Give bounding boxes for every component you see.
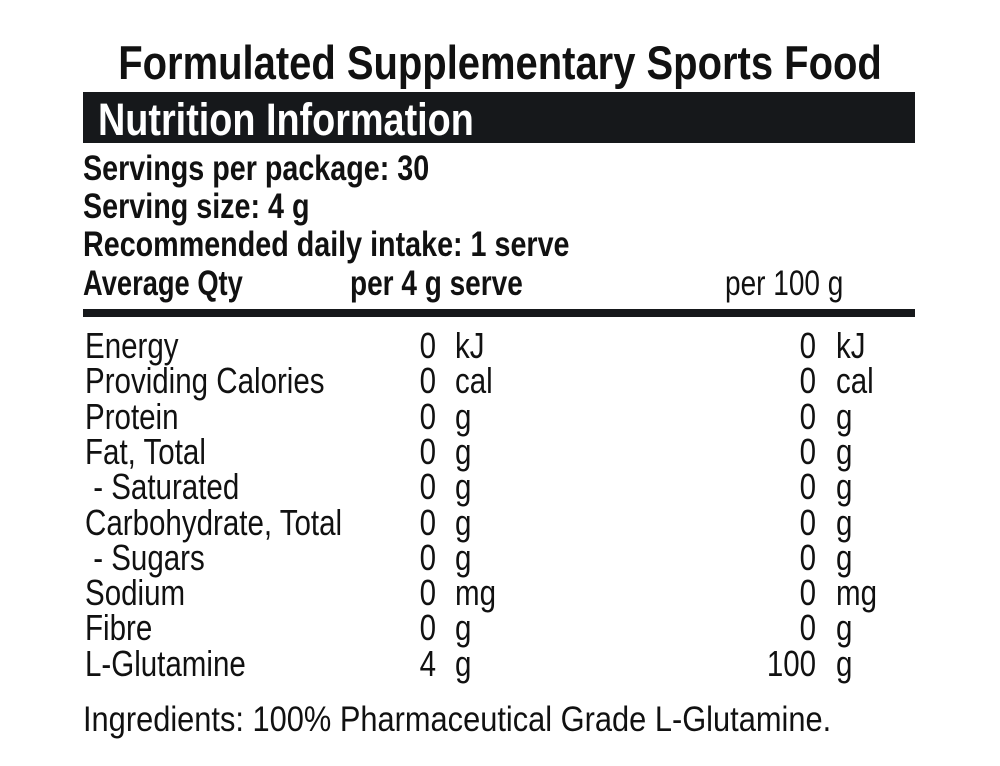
per-serve-unit: cal xyxy=(455,360,493,402)
nutrient-name: - Saturated xyxy=(85,466,240,508)
nutrient-name: Sodium xyxy=(85,572,186,614)
per-serve-unit: g xyxy=(455,466,472,508)
per-100g-unit: g xyxy=(836,642,853,684)
ingredients: Ingredients: 100% Pharmaceutical Grade L… xyxy=(83,699,832,739)
per-100g-unit: g xyxy=(836,536,853,578)
per-serve-unit: g xyxy=(455,642,472,684)
header-rule xyxy=(83,309,915,317)
per-100g-unit: mg xyxy=(836,572,878,614)
per-serve-unit: g xyxy=(455,501,472,543)
per-100g-value: 100 xyxy=(766,642,816,684)
nutrient-name: Fat, Total xyxy=(85,430,206,472)
per-100g-value: 0 xyxy=(799,572,816,614)
per-serve-unit: g xyxy=(455,607,472,649)
per-serve-unit: g xyxy=(455,395,472,437)
column-header: Average Qty xyxy=(83,263,243,303)
per-serve-value: 0 xyxy=(419,501,436,543)
per-serve-value: 0 xyxy=(419,466,436,508)
per-serve-unit: kJ xyxy=(455,325,485,366)
nutrient-name: L-Glutamine xyxy=(85,642,246,684)
per-serve-value: 0 xyxy=(419,536,436,578)
per-100g-value: 0 xyxy=(799,325,816,366)
per-serve-value: 0 xyxy=(419,430,436,472)
nutrient-name: Protein xyxy=(85,395,179,437)
info-line: Servings per package: 30 xyxy=(83,148,430,188)
per-serve-value: 4 xyxy=(419,642,436,684)
nutrient-name: - Sugars xyxy=(85,536,205,578)
column-header: per 100 g xyxy=(725,263,844,303)
per-100g-unit: kJ xyxy=(836,325,866,366)
per-serve-value: 0 xyxy=(419,325,436,366)
per-serve-value: 0 xyxy=(419,395,436,437)
per-100g-unit: g xyxy=(836,501,853,543)
per-100g-unit: g xyxy=(836,466,853,508)
per-100g-value: 0 xyxy=(799,430,816,472)
info-line: Recommended daily intake: 1 serve xyxy=(83,224,570,264)
heading-bar xyxy=(83,92,915,143)
per-100g-unit: g xyxy=(836,395,853,437)
per-100g-value: 0 xyxy=(799,466,816,508)
per-serve-value: 0 xyxy=(419,572,436,614)
per-serve-value: 0 xyxy=(419,360,436,402)
per-100g-value: 0 xyxy=(799,501,816,543)
per-100g-value: 0 xyxy=(799,395,816,437)
nutrient-name: Providing Calories xyxy=(85,360,325,402)
per-100g-value: 0 xyxy=(799,360,816,402)
per-100g-unit: cal xyxy=(836,360,874,402)
per-100g-unit: g xyxy=(836,430,853,472)
per-serve-value: 0 xyxy=(419,607,436,649)
info-line: Serving size: 4 g xyxy=(83,186,310,226)
per-serve-unit: mg xyxy=(455,572,497,614)
per-100g-value: 0 xyxy=(799,536,816,578)
per-serve-unit: g xyxy=(455,430,472,472)
title: Formulated Supplementary Sports Food xyxy=(118,35,882,89)
column-header: per 4 g serve xyxy=(350,263,523,303)
per-serve-unit: g xyxy=(455,536,472,578)
per-100g-unit: g xyxy=(836,607,853,649)
per-100g-value: 0 xyxy=(799,607,816,649)
nutrient-name: Fibre xyxy=(85,607,153,649)
nutrient-name: Carbohydrate, Total xyxy=(85,501,343,543)
heading: Nutrition Information xyxy=(98,93,474,145)
nutrient-name: Energy xyxy=(85,325,179,366)
